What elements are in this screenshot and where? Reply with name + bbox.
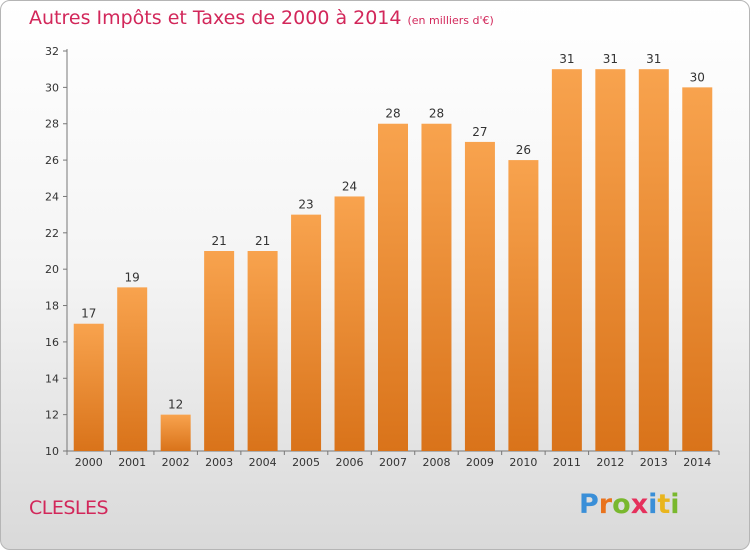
value-label-2000: 17 <box>81 307 96 321</box>
chart-title-text: Autres Impôts et Taxes de 2000 à 2014 <box>29 7 402 29</box>
chart-subtitle: (en milliers d'€) <box>407 14 494 27</box>
bar-2005 <box>291 214 322 451</box>
chart-title: Autres Impôts et Taxes de 2000 à 2014 (en… <box>29 7 494 29</box>
logo-letter: i <box>648 489 658 520</box>
y-tick-label: 22 <box>45 227 59 240</box>
y-tick-label: 18 <box>45 300 59 313</box>
y-tick-label: 26 <box>45 154 59 167</box>
y-tick-label: 20 <box>45 263 59 276</box>
bar-2004 <box>247 251 278 451</box>
y-tick-label: 32 <box>45 45 59 58</box>
value-label-2002: 12 <box>168 398 183 412</box>
proxiti-logo: Proxiti <box>579 489 680 520</box>
y-tick-label: 24 <box>45 190 59 203</box>
value-label-2007: 28 <box>385 107 400 121</box>
value-label-2001: 19 <box>125 270 140 284</box>
y-tick-label: 30 <box>45 81 59 94</box>
value-label-2012: 31 <box>603 52 618 66</box>
commune-name: CLESLES <box>29 497 109 519</box>
value-label-2009: 27 <box>472 125 487 139</box>
bar-2010 <box>508 160 539 451</box>
value-label-2013: 31 <box>646 52 661 66</box>
y-tick-label: 28 <box>45 118 59 131</box>
value-label-2003: 21 <box>211 234 226 248</box>
value-label-2010: 26 <box>516 143 531 157</box>
x-tick-label-2012: 2012 <box>596 456 624 469</box>
x-tick-label-2005: 2005 <box>292 456 320 469</box>
chart-labels: 17 2000 19 2001 12 2002 21 2003 21 2004 23 2005 24 20… <box>75 52 712 469</box>
logo-letter: o <box>612 489 631 520</box>
logo-letter: x <box>630 489 649 520</box>
x-tick-label-2004: 2004 <box>249 456 277 469</box>
y-tick-label: 14 <box>45 372 59 385</box>
x-tick-label-2008: 2008 <box>422 456 450 469</box>
x-tick-label-2000: 2000 <box>75 456 103 469</box>
bar-2000 <box>73 323 104 451</box>
bar-2014 <box>682 87 713 451</box>
bar-2006 <box>334 196 365 451</box>
value-label-2006: 24 <box>342 179 357 193</box>
x-tick-label-2010: 2010 <box>509 456 537 469</box>
logo-letter: t <box>657 489 671 520</box>
x-tick-label-2006: 2006 <box>336 456 364 469</box>
value-label-2005: 23 <box>298 198 313 212</box>
bar-2003 <box>204 251 235 451</box>
x-tick-label-2007: 2007 <box>379 456 407 469</box>
x-tick-label-2001: 2001 <box>118 456 146 469</box>
logo-letter: r <box>598 489 613 520</box>
bar-2007 <box>378 123 408 452</box>
y-tick-label: 12 <box>45 409 59 422</box>
y-tick-label: 10 <box>45 445 59 458</box>
bar-2001 <box>117 287 148 451</box>
logo-letter: i <box>670 489 680 520</box>
value-label-2004: 21 <box>255 234 270 248</box>
x-tick-label-2013: 2013 <box>640 456 668 469</box>
bar-2009 <box>464 141 495 451</box>
x-tick-label-2011: 2011 <box>553 456 581 469</box>
chart-bars <box>73 69 713 452</box>
bar-2012 <box>595 69 626 451</box>
bar-2002 <box>160 414 191 451</box>
bar-2011 <box>551 69 582 451</box>
bar-2008 <box>421 123 452 452</box>
logo-letter: P <box>579 489 599 520</box>
x-tick-label-2002: 2002 <box>162 456 190 469</box>
x-tick-label-2009: 2009 <box>466 456 494 469</box>
value-label-2008: 28 <box>429 107 444 121</box>
value-label-2011: 31 <box>559 52 574 66</box>
bar-2013 <box>638 69 669 451</box>
x-tick-label-2014: 2014 <box>683 456 711 469</box>
y-tick-label: 16 <box>45 336 59 349</box>
x-tick-label-2003: 2003 <box>205 456 233 469</box>
value-label-2014: 30 <box>690 70 705 84</box>
